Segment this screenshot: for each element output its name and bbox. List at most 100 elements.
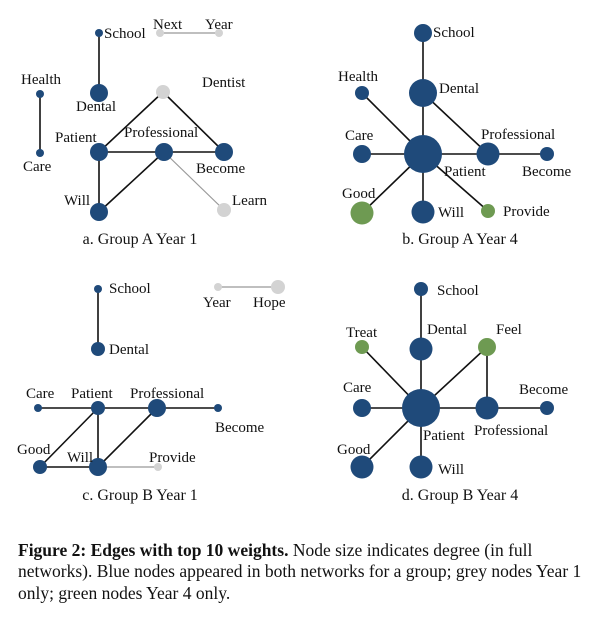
node-label-a-year: Year: [205, 17, 233, 33]
node-label-c-care: Care: [26, 386, 55, 402]
edge-b-dental-professional: [422, 92, 489, 155]
node-label-b-become: Become: [522, 164, 571, 180]
node-c-school: [94, 285, 102, 293]
node-label-a-dental: Dental: [76, 99, 116, 115]
node-c-patient: [91, 401, 105, 415]
node-c-provide: [154, 463, 162, 471]
node-label-d-good: Good: [337, 442, 371, 458]
node-b-patient: [404, 135, 442, 173]
panel-caption-d: d. Group B Year 4: [402, 487, 518, 504]
node-label-c-dental: Dental: [109, 342, 149, 358]
edge-c-good-patient: [39, 407, 99, 468]
node-a-become: [215, 143, 233, 161]
node-label-b-dental: Dental: [439, 81, 479, 97]
edge-a-dentist-become: [162, 91, 225, 153]
node-label-d-dental: Dental: [427, 322, 467, 338]
node-label-a-school: School: [104, 26, 146, 42]
node-d-good: [350, 455, 374, 479]
node-label-c-year: Year: [203, 295, 231, 311]
node-label-a-learn: Learn: [232, 193, 267, 209]
node-d-dental: [409, 337, 433, 361]
node-label-d-will: Will: [438, 462, 464, 478]
node-label-c-good: Good: [17, 442, 51, 458]
node-a-school: [95, 29, 103, 37]
node-c-dental: [91, 342, 105, 356]
node-d-feel: [478, 338, 496, 356]
node-d-school: [414, 282, 428, 296]
node-label-d-school: School: [437, 283, 479, 299]
node-label-a-health: Health: [21, 72, 61, 88]
node-a-year: [215, 29, 223, 37]
node-d-care: [353, 399, 371, 417]
edge-a-will-professional: [98, 151, 165, 213]
node-label-c-will: Will: [67, 450, 93, 466]
node-label-d-patient: Patient: [423, 428, 465, 444]
node-label-d-feel: Feel: [496, 322, 522, 338]
node-b-care: [353, 145, 371, 163]
node-a-patient: [90, 143, 108, 161]
network-figure: School Next Year Health Care Dental Dentist Pat…: [17, 17, 571, 504]
node-label-a-care: Care: [23, 159, 52, 175]
node-label-b-will: Will: [438, 205, 464, 221]
edge-a-patient-dentist: [98, 91, 164, 153]
node-c-professional: [148, 399, 166, 417]
node-label-d-care: Care: [343, 380, 372, 396]
node-b-good: [350, 201, 374, 225]
figure-caption-title: Figure 2: Edges with top 10 weights.: [18, 540, 289, 560]
node-b-health: [355, 86, 369, 100]
node-a-learn: [217, 203, 231, 217]
node-b-dental: [409, 79, 437, 107]
node-label-c-provide: Provide: [149, 450, 196, 466]
figure-caption: Figure 2: Edges with top 10 weights. Nod…: [18, 540, 593, 604]
edge-a-professional-learn: [163, 151, 225, 211]
node-d-professional: [475, 396, 499, 420]
panel-a: School Next Year Health Care Dental Dentist Pat…: [21, 17, 267, 248]
node-b-become: [540, 147, 554, 161]
node-c-hope: [271, 280, 285, 294]
node-a-health: [36, 90, 44, 98]
node-label-c-school: School: [109, 281, 151, 297]
node-label-b-school: School: [433, 25, 475, 41]
node-d-will: [409, 455, 433, 479]
node-label-c-professional: Professional: [130, 386, 204, 402]
node-a-dental: [90, 84, 108, 102]
node-label-a-next: Next: [153, 17, 183, 33]
node-b-school: [414, 24, 432, 42]
node-label-b-health: Health: [338, 69, 378, 85]
node-d-treat: [355, 340, 369, 354]
node-a-next: [156, 29, 164, 37]
node-label-c-hope: Hope: [253, 295, 286, 311]
node-a-care: [36, 149, 44, 157]
panel-caption-c: c. Group B Year 1: [82, 487, 198, 504]
panel-b: School Health Dental Care Patient Professiona…: [338, 24, 571, 248]
node-a-professional: [155, 143, 173, 161]
node-b-professional: [476, 142, 500, 166]
node-c-good: [33, 460, 47, 474]
edge-c-will-professional: [97, 407, 158, 468]
node-label-b-patient: Patient: [444, 164, 486, 180]
node-label-a-professional: Professional: [124, 125, 198, 141]
node-label-a-become: Become: [196, 161, 245, 177]
panel-caption-b: b. Group A Year 4: [402, 231, 518, 248]
node-label-b-provide: Provide: [503, 204, 550, 220]
node-label-b-good: Good: [342, 186, 376, 202]
node-label-b-professional: Professional: [481, 127, 555, 143]
node-c-become: [214, 404, 222, 412]
node-label-c-patient: Patient: [71, 386, 113, 402]
node-label-a-dentist: Dentist: [202, 75, 246, 91]
panel-c: School Dental Year Hope Care Patient Professio…: [17, 280, 286, 504]
node-b-will: [411, 200, 435, 224]
node-a-will: [90, 203, 108, 221]
node-label-a-will: Will: [64, 193, 90, 209]
node-label-b-care: Care: [345, 128, 374, 144]
panel-d: School Treat Dental Feel Care Patient Professi…: [337, 282, 568, 504]
node-a-dentist: [156, 85, 170, 99]
node-d-patient: [402, 389, 440, 427]
node-c-will: [89, 458, 107, 476]
figure-caption-text: Node size indicates degree (in full netw…: [18, 540, 582, 603]
node-c-year: [214, 283, 222, 291]
node-d-become: [540, 401, 554, 415]
node-label-d-treat: Treat: [346, 325, 378, 341]
node-b-provide: [481, 204, 495, 218]
node-label-c-become: Become: [215, 420, 264, 436]
